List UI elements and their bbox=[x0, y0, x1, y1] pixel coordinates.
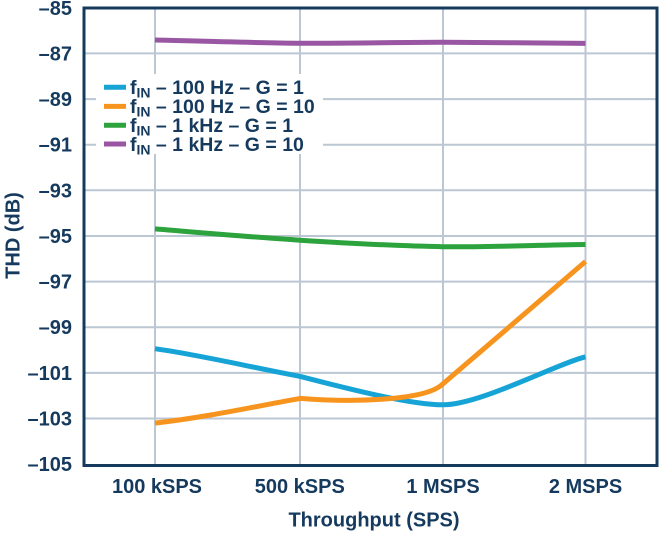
svg-text:500 kSPS: 500 kSPS bbox=[255, 476, 345, 498]
svg-text:1 MSPS: 1 MSPS bbox=[406, 476, 479, 498]
svg-text:–85: –85 bbox=[39, 0, 72, 20]
svg-text:–93: –93 bbox=[39, 180, 72, 202]
svg-text:–101: –101 bbox=[28, 363, 73, 385]
svg-text:fIN – 100 Hz – G = 1: fIN – 100 Hz – G = 1 bbox=[130, 77, 304, 101]
svg-text:–87: –87 bbox=[39, 43, 72, 65]
svg-text:–99: –99 bbox=[39, 317, 72, 339]
svg-text:–103: –103 bbox=[28, 409, 73, 431]
svg-text:–89: –89 bbox=[39, 89, 72, 111]
svg-text:THD (dB): THD (dB) bbox=[3, 192, 25, 279]
svg-text:2 MSPS: 2 MSPS bbox=[549, 476, 622, 498]
svg-text:fIN – 100 Hz – G = 10: fIN – 100 Hz – G = 10 bbox=[130, 96, 315, 120]
svg-text:–105: –105 bbox=[28, 454, 73, 476]
svg-text:Throughput (SPS): Throughput (SPS) bbox=[288, 510, 459, 532]
svg-text:100 kSPS: 100 kSPS bbox=[112, 476, 202, 498]
svg-text:–91: –91 bbox=[39, 135, 72, 157]
svg-text:fIN – 1 kHz – G = 10: fIN – 1 kHz – G = 10 bbox=[130, 134, 304, 158]
svg-text:–97: –97 bbox=[39, 272, 72, 294]
svg-text:–95: –95 bbox=[39, 226, 72, 248]
svg-text:fIN – 1 kHz – G = 1: fIN – 1 kHz – G = 1 bbox=[130, 115, 293, 139]
